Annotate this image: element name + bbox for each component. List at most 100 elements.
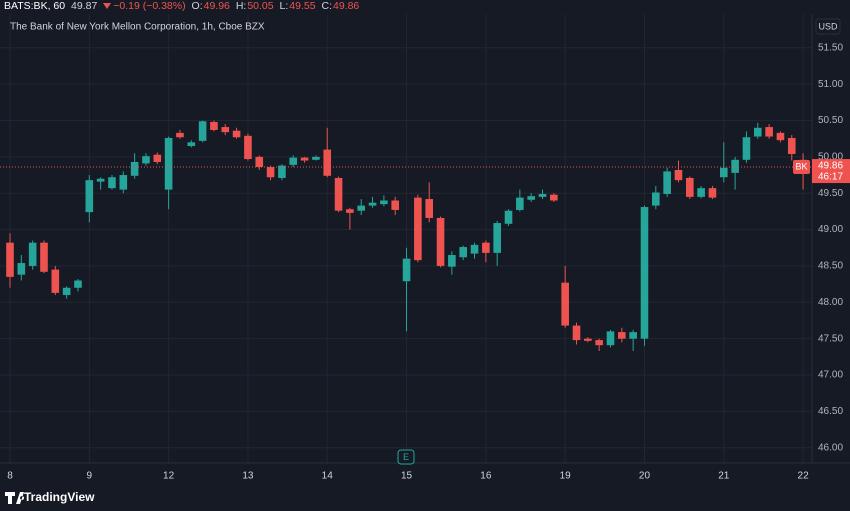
brand: TradingView — [24, 490, 95, 504]
candle-body — [595, 340, 603, 346]
legend: BATS:BK, 60 49.87 −0.19 (−0.38%) O:49.96… — [4, 0, 362, 14]
candle-body — [6, 242, 14, 277]
candle-body — [572, 325, 581, 341]
candle-body — [346, 209, 354, 213]
candle-body — [119, 175, 128, 190]
x-tick-label: 13 — [242, 471, 254, 482]
earnings-marker[interactable]: E — [403, 452, 409, 462]
y-tick-label: 51.50 — [818, 42, 843, 53]
candle-body — [210, 121, 218, 130]
candle-body — [436, 217, 445, 266]
symbol-tag: BK — [795, 161, 807, 171]
y-tick-label: 50.50 — [818, 115, 843, 126]
price-tag-bg — [812, 159, 850, 184]
candle-body — [787, 137, 796, 154]
candle-body — [153, 154, 162, 162]
candle-body — [323, 149, 332, 176]
currency: USD — [818, 21, 838, 31]
candle-body — [232, 130, 241, 138]
y-tick-label: 47.50 — [818, 333, 843, 344]
chart-title: The Bank of New York Mellon Corporation,… — [10, 22, 265, 33]
candle-body — [300, 157, 309, 161]
candle-body — [618, 332, 626, 339]
candle-body — [765, 127, 773, 137]
change: −0.19 (−0.38%) — [113, 0, 186, 12]
candle-body — [278, 165, 286, 178]
x-tick-label: 9 — [87, 471, 93, 482]
y-tick-label: 47.00 — [818, 370, 843, 381]
candle-body — [17, 263, 26, 275]
price-tag: 49.86 — [818, 161, 843, 172]
candle-body — [686, 177, 694, 197]
candle-body — [516, 197, 524, 210]
candle-body — [640, 207, 649, 339]
candle-body — [334, 177, 343, 211]
candle-body — [663, 171, 671, 194]
candle-body — [719, 167, 728, 178]
y-tick-label: 46.50 — [818, 406, 843, 417]
symbol-tag-bg — [793, 160, 810, 175]
y-tick-label: 46.00 — [818, 442, 843, 453]
candle-body — [538, 193, 547, 197]
candle-body — [255, 156, 264, 168]
candle-body — [470, 244, 479, 254]
candle-body — [380, 200, 388, 205]
down-arrow — [103, 3, 112, 9]
candle-body — [289, 157, 298, 165]
earnings-badge[interactable] — [397, 449, 415, 465]
candle-body — [459, 247, 467, 258]
candle-body — [312, 156, 320, 160]
logo — [5, 492, 25, 504]
candle-body — [28, 242, 37, 266]
candle-body — [368, 202, 377, 206]
y-tick-label: 48.00 — [818, 297, 843, 308]
candle-body — [504, 210, 513, 224]
x-tick-label: 19 — [560, 471, 572, 482]
candle-body — [130, 161, 139, 176]
candle-body — [493, 223, 501, 253]
x-tick-label: 20 — [639, 471, 651, 482]
y-tick-label: 48.50 — [818, 261, 843, 272]
candle-body — [391, 200, 400, 210]
candle-body — [198, 121, 207, 141]
candle-body — [448, 255, 456, 267]
candle-body — [357, 205, 366, 211]
candle-body — [629, 332, 637, 339]
candle-body — [402, 258, 411, 282]
candle-body — [776, 132, 785, 141]
high: 50.05 — [247, 0, 274, 12]
candle-body — [266, 167, 275, 178]
candle-body — [550, 194, 558, 201]
plot-bg — [0, 14, 812, 463]
y-tick-label: 51.00 — [818, 79, 843, 90]
candle-body — [176, 132, 184, 138]
candle-body — [753, 127, 762, 137]
candle-body — [96, 178, 105, 182]
candle-body — [142, 156, 150, 164]
candle-body — [584, 338, 592, 341]
y-tick-label: 49.50 — [818, 188, 843, 199]
low: 49.55 — [289, 0, 316, 12]
candle-body — [187, 142, 196, 146]
open-label: O: — [191, 0, 203, 12]
y-tick-label: 49.00 — [818, 224, 843, 235]
chart: The Bank of New York Mellon Corporation,… — [0, 14, 850, 504]
candle-body — [606, 331, 615, 346]
x-tick-label: 14 — [322, 471, 334, 482]
candle-body — [51, 269, 60, 293]
candle-body — [527, 196, 535, 200]
candle-body — [108, 177, 116, 189]
candle-body — [74, 280, 82, 288]
countdown: 46:17 — [818, 172, 843, 183]
x-tick-label: 21 — [718, 471, 730, 482]
x-tick-label: 15 — [401, 471, 413, 482]
x-tick-label: 12 — [163, 471, 175, 482]
candle-body — [482, 242, 490, 253]
candle-body — [414, 197, 422, 261]
candle-body — [697, 188, 705, 197]
last: 49.87 — [71, 0, 98, 12]
candle-body — [62, 287, 71, 296]
close: 49.86 — [333, 0, 360, 12]
candle-body — [85, 180, 94, 213]
